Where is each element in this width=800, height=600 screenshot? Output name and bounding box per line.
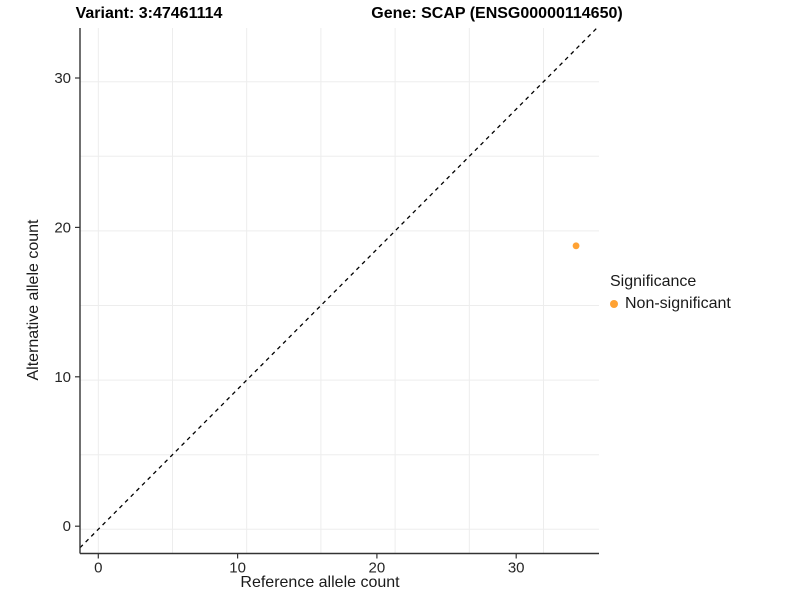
x-tick-label: 10	[229, 560, 246, 577]
x-tick-label: 20	[369, 560, 386, 577]
y-tick-label: 30	[54, 70, 71, 87]
y-tick-label: 0	[63, 518, 71, 535]
x-tick-label: 30	[508, 560, 525, 577]
x-tick-label: 0	[94, 560, 102, 577]
plot-title-variant: Variant: 3:47461114	[75, 5, 223, 22]
y-tick-label: 20	[54, 219, 71, 236]
legend-item: Non-significant	[610, 295, 731, 313]
x-axis-label: Reference allele count	[240, 574, 400, 591]
legend-point-icon	[610, 300, 618, 308]
legend-item-label: Non-significant	[625, 295, 731, 312]
identity-reference-line	[79, 25, 600, 549]
plot-title-gene: Gene: SCAP (ENSG00000114650)	[371, 5, 623, 22]
legend: Significance Non-significant	[610, 273, 731, 313]
legend-title: Significance	[610, 273, 697, 290]
y-tick-label: 10	[54, 369, 71, 386]
data-point	[572, 242, 580, 250]
y-axis-label: Alternative allele count	[25, 219, 42, 381]
